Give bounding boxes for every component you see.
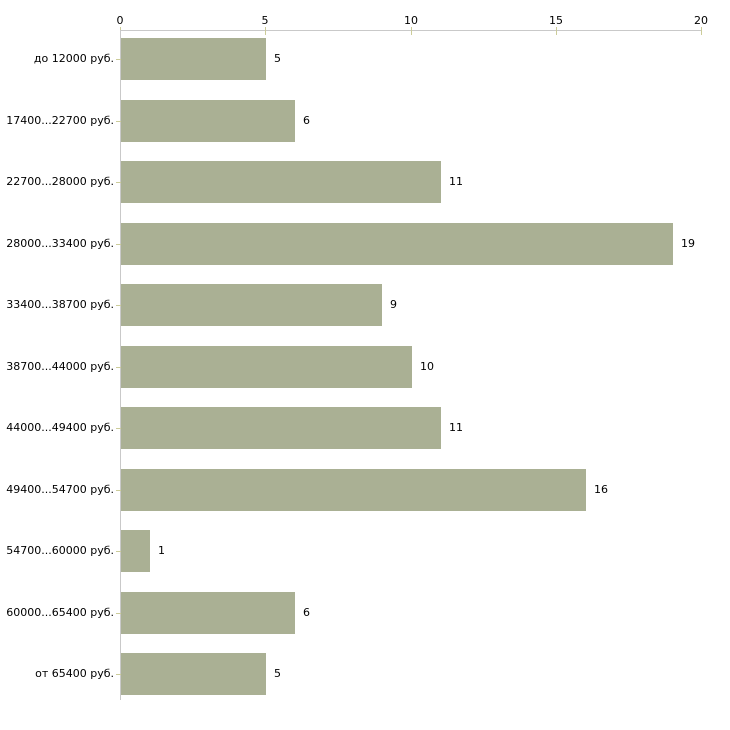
category-label: 44000...49400 руб. bbox=[6, 421, 114, 434]
value-label: 11 bbox=[449, 175, 463, 188]
x-tick-label: 15 bbox=[549, 14, 563, 27]
y-tick-mark bbox=[116, 59, 122, 60]
x-tick-mark bbox=[556, 27, 557, 35]
value-label: 10 bbox=[420, 360, 434, 373]
bar bbox=[121, 161, 441, 203]
value-label: 1 bbox=[158, 544, 165, 557]
bar bbox=[121, 38, 266, 80]
y-tick-mark bbox=[116, 305, 122, 306]
x-tick-label: 20 bbox=[694, 14, 708, 27]
y-tick-mark bbox=[116, 490, 122, 491]
y-axis-line bbox=[120, 30, 121, 700]
category-label: от 65400 руб. bbox=[35, 667, 114, 680]
category-label: 60000...65400 руб. bbox=[6, 606, 114, 619]
value-label: 6 bbox=[303, 606, 310, 619]
y-tick-mark bbox=[116, 367, 122, 368]
y-tick-mark bbox=[116, 613, 122, 614]
category-label: 17400...22700 руб. bbox=[6, 114, 114, 127]
bar bbox=[121, 469, 586, 511]
bar bbox=[121, 407, 441, 449]
value-label: 11 bbox=[449, 421, 463, 434]
value-label: 5 bbox=[274, 667, 281, 680]
category-label: 38700...44000 руб. bbox=[6, 360, 114, 373]
value-label: 6 bbox=[303, 114, 310, 127]
x-tick-label: 5 bbox=[261, 14, 269, 27]
category-label: 22700...28000 руб. bbox=[6, 175, 114, 188]
y-tick-mark bbox=[116, 428, 122, 429]
category-label: 33400...38700 руб. bbox=[6, 298, 114, 311]
category-label: до 12000 руб. bbox=[33, 52, 114, 65]
value-label: 16 bbox=[594, 483, 608, 496]
x-tick-mark bbox=[701, 27, 702, 35]
y-tick-mark bbox=[116, 674, 122, 675]
bar bbox=[121, 653, 266, 695]
x-tick-label: 0 bbox=[116, 14, 124, 27]
value-label: 19 bbox=[681, 237, 695, 250]
bar bbox=[121, 223, 673, 265]
bar bbox=[121, 284, 382, 326]
bar bbox=[121, 530, 150, 572]
bar bbox=[121, 592, 295, 634]
category-label: 28000...33400 руб. bbox=[6, 237, 114, 250]
category-label: 54700...60000 руб. bbox=[6, 544, 114, 557]
category-label: 49400...54700 руб. bbox=[6, 483, 114, 496]
y-tick-mark bbox=[116, 182, 122, 183]
x-tick-label: 10 bbox=[404, 14, 418, 27]
y-tick-mark bbox=[116, 244, 122, 245]
x-tick-mark bbox=[411, 27, 412, 35]
bar bbox=[121, 346, 412, 388]
y-tick-mark bbox=[116, 121, 122, 122]
value-label: 9 bbox=[390, 298, 397, 311]
value-label: 5 bbox=[274, 52, 281, 65]
bar bbox=[121, 100, 295, 142]
x-tick-mark bbox=[265, 27, 266, 35]
y-tick-mark bbox=[116, 551, 122, 552]
